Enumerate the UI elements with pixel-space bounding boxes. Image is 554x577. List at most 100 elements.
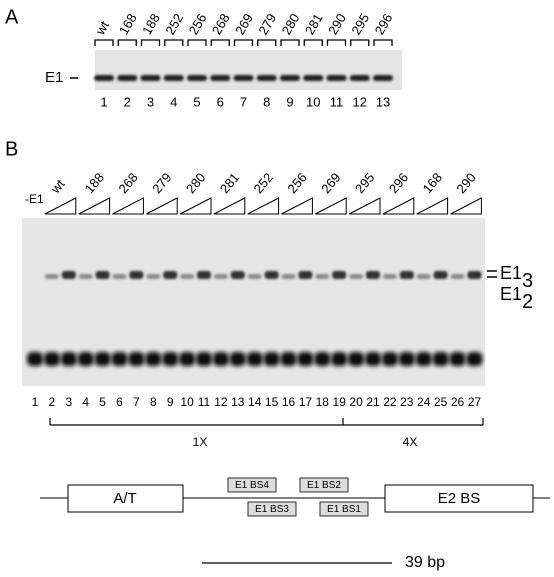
lane-number: 26 [451, 395, 465, 409]
lane-number: 10 [306, 94, 320, 109]
gel-band [349, 75, 370, 81]
lane-header: 280 [279, 11, 303, 37]
lane-bracket [140, 39, 161, 46]
lane-header: 268 [209, 11, 233, 37]
free-probe-band [145, 352, 162, 366]
lane-bracket [350, 39, 370, 46]
free-probe-band [212, 352, 229, 366]
site-label: E1 BS4 [235, 480, 269, 491]
bracket-label: 4X [403, 435, 418, 449]
free-probe-band [229, 352, 246, 366]
lane-number: 16 [282, 395, 296, 409]
titration-wedge [382, 197, 415, 215]
lane-bracket [280, 39, 300, 46]
complex-band [95, 271, 110, 279]
group-header: 252 [251, 170, 276, 196]
lane-number: 4 [82, 395, 89, 409]
free-probe-band [297, 352, 314, 366]
titration-wedge [315, 197, 347, 215]
at-box [67, 484, 184, 513]
lane-number: 4 [170, 94, 177, 109]
lane-number: 9 [167, 395, 174, 409]
titration-wedge [416, 197, 449, 215]
free-probe-band [196, 352, 212, 366]
complex-band [349, 274, 364, 279]
lane-number: 12 [353, 94, 367, 109]
gel-band [210, 75, 231, 81]
free-probe-band [179, 352, 196, 366]
gel-band [256, 75, 277, 81]
group-header: 268 [115, 170, 140, 196]
free-probe-band [415, 352, 432, 366]
free-probe-band [263, 352, 280, 366]
group-header: 295 [352, 170, 377, 196]
free-probe-band [60, 352, 77, 366]
lane-number: 21 [366, 395, 380, 409]
free-probe-band [94, 352, 111, 366]
gel-band [94, 75, 114, 81]
group-header: 168 [420, 170, 445, 196]
free-probe-band [314, 352, 331, 366]
free-probe-band [111, 352, 128, 366]
titration-wedge [44, 197, 77, 215]
complex-band [44, 274, 59, 279]
complex-band [315, 274, 330, 279]
lane-header: 188 [139, 11, 163, 37]
titration-wedge [146, 197, 178, 215]
complex-band [332, 271, 347, 279]
lane-number: 15 [265, 395, 279, 409]
free-probe-band [27, 352, 43, 366]
titration-wedge [348, 197, 381, 215]
lane-bracket [373, 39, 393, 46]
group-header: 290 [453, 170, 478, 196]
gel-band [140, 75, 161, 81]
free-probe-band [43, 352, 60, 366]
panel-label: B [5, 138, 18, 160]
lane-header: 256 [186, 11, 210, 37]
group-header: 280 [183, 170, 208, 196]
free-probe-band [246, 352, 263, 366]
lane-number: 20 [349, 395, 363, 409]
lane-header: 252 [162, 11, 186, 37]
free-probe-band [381, 352, 398, 366]
site-label: E1 BS2 [307, 480, 341, 491]
band-label: E13 [500, 263, 533, 293]
lane-number: 13 [376, 94, 390, 109]
gel-band [163, 75, 184, 81]
lane-header: wt [92, 18, 112, 38]
lane-number: 24 [417, 395, 431, 409]
lane-number: 18 [316, 395, 330, 409]
complex-band [61, 271, 76, 279]
negative-label: -E1 [25, 192, 44, 206]
lane-number: 25 [434, 395, 448, 409]
lane-number: 13 [231, 395, 245, 409]
lane-header: 281 [302, 11, 326, 37]
panel-label: A [5, 6, 19, 28]
titration-wedge [247, 197, 280, 215]
group-header: 256 [284, 170, 309, 196]
band-subscript: 2 [522, 291, 533, 313]
lane-bracket [210, 39, 230, 46]
gel-band [303, 75, 324, 81]
group-header: 269 [318, 170, 343, 196]
lane-number: 22 [383, 395, 397, 409]
complex-band [146, 274, 161, 279]
lane-bracket [94, 39, 114, 46]
complex-band [230, 271, 245, 279]
band-subscript: 3 [522, 270, 533, 292]
site-box [319, 501, 369, 517]
band-name: E1 [500, 263, 522, 283]
complex-band [197, 271, 211, 279]
band-label: E12 [500, 284, 533, 314]
lane-number: 23 [400, 395, 414, 409]
complex-band [264, 271, 279, 279]
titration-wedge [213, 197, 246, 215]
lane-number: 6 [116, 395, 123, 409]
lane-number: 2 [124, 94, 131, 109]
lane-number: 8 [150, 395, 157, 409]
complex-band [450, 274, 465, 279]
e2bs-box [384, 484, 534, 513]
complex-band [247, 274, 262, 279]
band-label: E1 [45, 69, 63, 86]
